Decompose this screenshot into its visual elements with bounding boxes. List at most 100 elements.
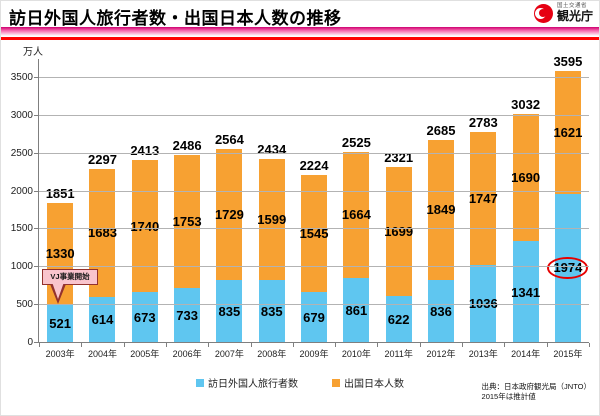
x-axis-labels: 2003年 2004年 2005年 2006年 2007年 2008年 2009年 2010年… <box>39 347 589 360</box>
x-axis-label: 2006年 <box>172 349 202 359</box>
source-line-1: 出典：日本政府観光局（JNTO） <box>481 382 591 391</box>
bar-segment-visitors: 679 <box>301 291 328 343</box>
ministry-label: 国土交通省 <box>556 3 587 10</box>
x-axis-label: 2012年 <box>426 349 456 359</box>
y-axis: 0 500 1000 1500 2000 2500 3000 3500 <box>1 72 35 348</box>
y-axis-tick <box>34 152 38 154</box>
highlight-circle: 1974 <box>547 257 589 280</box>
y-axis-tick <box>34 304 38 306</box>
x-axis-tick <box>208 343 210 347</box>
x-axis-tick <box>165 343 167 347</box>
gridline <box>39 304 589 306</box>
y-axis-tick-label: 2000 <box>10 185 33 197</box>
bar-stack: 2685 1849 836 <box>427 123 455 343</box>
bar-group: 2783 1747 1036 <box>462 78 504 343</box>
x-axis-tick <box>377 343 379 347</box>
bar-group: 2486 1753 733 <box>166 78 208 343</box>
bar-stack: 2297 1683 614 <box>88 152 117 343</box>
y-axis-tick <box>34 114 38 116</box>
bar-group: 2321 1699 622 <box>378 78 420 343</box>
x-axis-tick <box>462 343 464 347</box>
bar-segment-departures: 1690 <box>511 113 540 242</box>
bar-segment-visitors: 836 <box>427 279 454 343</box>
bar-total-label: 2224 <box>299 157 329 173</box>
legend-item-departures: 出国日本人数 <box>332 375 404 390</box>
bar-segment-visitors: 673 <box>131 292 158 343</box>
x-axis-tick <box>81 343 83 347</box>
y-axis-tick-label: 500 <box>16 299 33 311</box>
bar-segment-visitors: 1974 <box>547 193 589 343</box>
bar-stack: 2321 1699 622 <box>384 150 413 343</box>
bar-stack: 2486 1753 733 <box>173 138 202 343</box>
source-line-2: 2015年は推計値 <box>481 392 536 401</box>
y-axis-tick <box>34 342 38 343</box>
bar-segment-departures: 1849 <box>427 139 455 280</box>
bar-stack: 2434 1599 835 <box>257 142 286 343</box>
y-axis-line <box>38 59 39 343</box>
bar-group: 3032 1690 1341 <box>504 78 546 343</box>
bar-total-label: 3032 <box>511 96 541 112</box>
bar-total-label: 2486 <box>172 137 202 153</box>
bar-stack: 2564 1729 835 <box>215 132 244 343</box>
bar-segment-departures: 1729 <box>215 148 244 280</box>
x-axis-label: 2010年 <box>341 349 371 359</box>
bar-group: 2224 1545 679 <box>293 78 335 343</box>
bar-stack: 3032 1690 1341 <box>511 97 540 343</box>
bar-group: 3595 1621 1974 <box>547 54 589 343</box>
bar-total-label: 3595 <box>553 53 583 69</box>
bar-segment-departures: 1753 <box>173 154 202 288</box>
bar-segment-departures: 1621 <box>553 70 582 194</box>
agency-label: 観光庁 <box>556 9 593 24</box>
x-axis-label: 2008年 <box>257 349 287 359</box>
y-axis-tick <box>34 266 38 268</box>
x-axis-tick <box>589 343 590 347</box>
source-note: 出典：日本政府観光局（JNTO） 2015年は推計値 <box>482 382 591 402</box>
jta-logo-icon <box>533 4 553 23</box>
bar-segment-visitors: 835 <box>258 279 285 343</box>
x-axis-tick <box>292 343 294 347</box>
bar-group: 2434 1599 835 <box>251 78 293 343</box>
title-divider-band <box>1 27 599 40</box>
bar-segment-visitors: 733 <box>174 287 201 343</box>
bar-segment-visitors: 521 <box>47 303 74 343</box>
x-axis-label: 2004年 <box>87 349 117 359</box>
x-axis-tick <box>419 343 421 347</box>
y-axis-tick <box>34 228 38 230</box>
page-title: 訪日外国人旅行者数・出国日本人数の推移 <box>9 9 342 28</box>
bar-series-container: 1851 1330 521 2297 1683 614 2413 1740 673 2486 175… <box>39 54 589 343</box>
y-axis-unit-label: 万人 <box>23 47 43 58</box>
gridline <box>39 77 589 78</box>
x-axis-line <box>38 342 589 343</box>
y-axis-tick-label: 0 <box>27 337 33 348</box>
bar-segment-departures: 1740 <box>130 160 159 293</box>
departures-swatch-icon <box>332 378 340 387</box>
vj-campaign-callout: VJ事業開始 <box>42 269 98 304</box>
y-axis-tick-label: 3500 <box>10 72 33 83</box>
gridline <box>39 228 589 230</box>
x-axis-label: 2015年 <box>553 349 583 359</box>
bar-segment-departures: 1747 <box>469 132 498 265</box>
chart-legend: 訪日外国人旅行者数 出国日本人数 <box>1 375 599 390</box>
bar-stack: 3595 1621 1974 <box>547 54 589 343</box>
x-axis-label: 2013年 <box>468 349 498 359</box>
bar-segment-visitors: 835 <box>216 279 243 343</box>
x-axis-label: 2007年 <box>214 349 244 359</box>
bar-group: 2564 1729 835 <box>208 78 250 343</box>
y-axis-tick-label: 3000 <box>10 109 33 121</box>
gridline <box>39 114 589 116</box>
jta-logo: 国土交通省 観光庁 <box>533 3 593 24</box>
bar-stack: 2413 1740 673 <box>130 143 159 343</box>
gridline <box>39 190 589 192</box>
x-axis-label: 2014年 <box>511 349 541 359</box>
x-axis-tick <box>504 343 506 347</box>
x-axis-tick <box>39 343 40 347</box>
bar-segment-departures: 1545 <box>300 174 329 292</box>
x-axis-tick <box>250 343 252 347</box>
bar-total-label: 2321 <box>384 150 414 166</box>
bar-group: 2685 1849 836 <box>420 78 462 343</box>
x-axis-label: 2011年 <box>384 349 413 359</box>
bar-total-label: 2525 <box>341 134 371 150</box>
gridline <box>39 152 589 154</box>
chart-plot-area: 1851 1330 521 2297 1683 614 2413 1740 673 2486 175… <box>34 54 590 347</box>
